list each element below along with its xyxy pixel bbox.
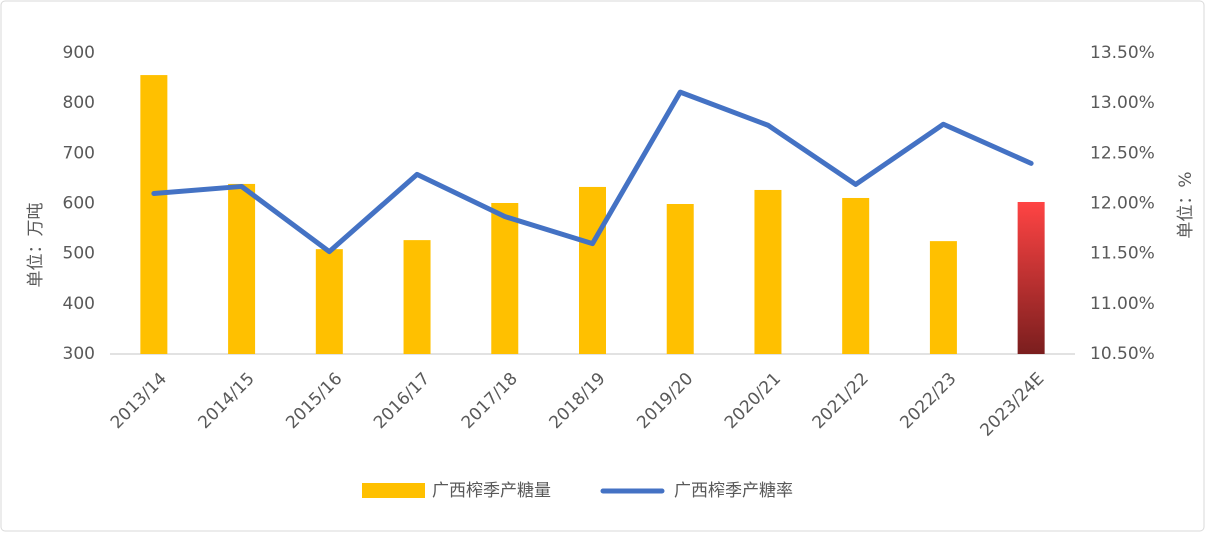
y2-tick-label: 10.50% (1090, 344, 1155, 364)
y2-tick-label: 11.00% (1090, 294, 1155, 314)
legend-swatch (362, 483, 425, 498)
legend-label: 广西榨季产糖量 (432, 481, 551, 501)
y2-tick-label: 12.00% (1090, 194, 1155, 214)
y-tick-label: 800 (63, 93, 95, 113)
y-axis-label: 单位：万吨 (26, 203, 46, 288)
y-tick-label: 300 (63, 344, 95, 364)
y2-tick-label: 13.00% (1090, 93, 1155, 113)
y2-tick-label: 12.50% (1090, 143, 1155, 163)
bar (403, 240, 431, 354)
bar (1017, 201, 1045, 354)
y2-tick-label: 11.50% (1090, 244, 1155, 264)
bar (842, 197, 870, 354)
y-tick-label: 400 (63, 294, 95, 314)
bar (228, 183, 256, 354)
y-tick-label: 900 (63, 43, 95, 63)
bar (666, 204, 694, 354)
legend-label: 广西榨季产糖率 (674, 481, 793, 501)
bar (140, 75, 168, 354)
bar (315, 249, 343, 354)
y-tick-label: 700 (63, 143, 95, 163)
y2-axis-label: 单位：% (1176, 171, 1196, 238)
y-tick-label: 500 (63, 244, 95, 264)
bar (491, 202, 519, 354)
y-tick-label: 600 (63, 194, 95, 214)
y2-tick-label: 13.50% (1090, 43, 1155, 63)
bar (579, 186, 606, 354)
bar (929, 241, 957, 354)
bar (754, 189, 782, 354)
line (151, 89, 1034, 255)
